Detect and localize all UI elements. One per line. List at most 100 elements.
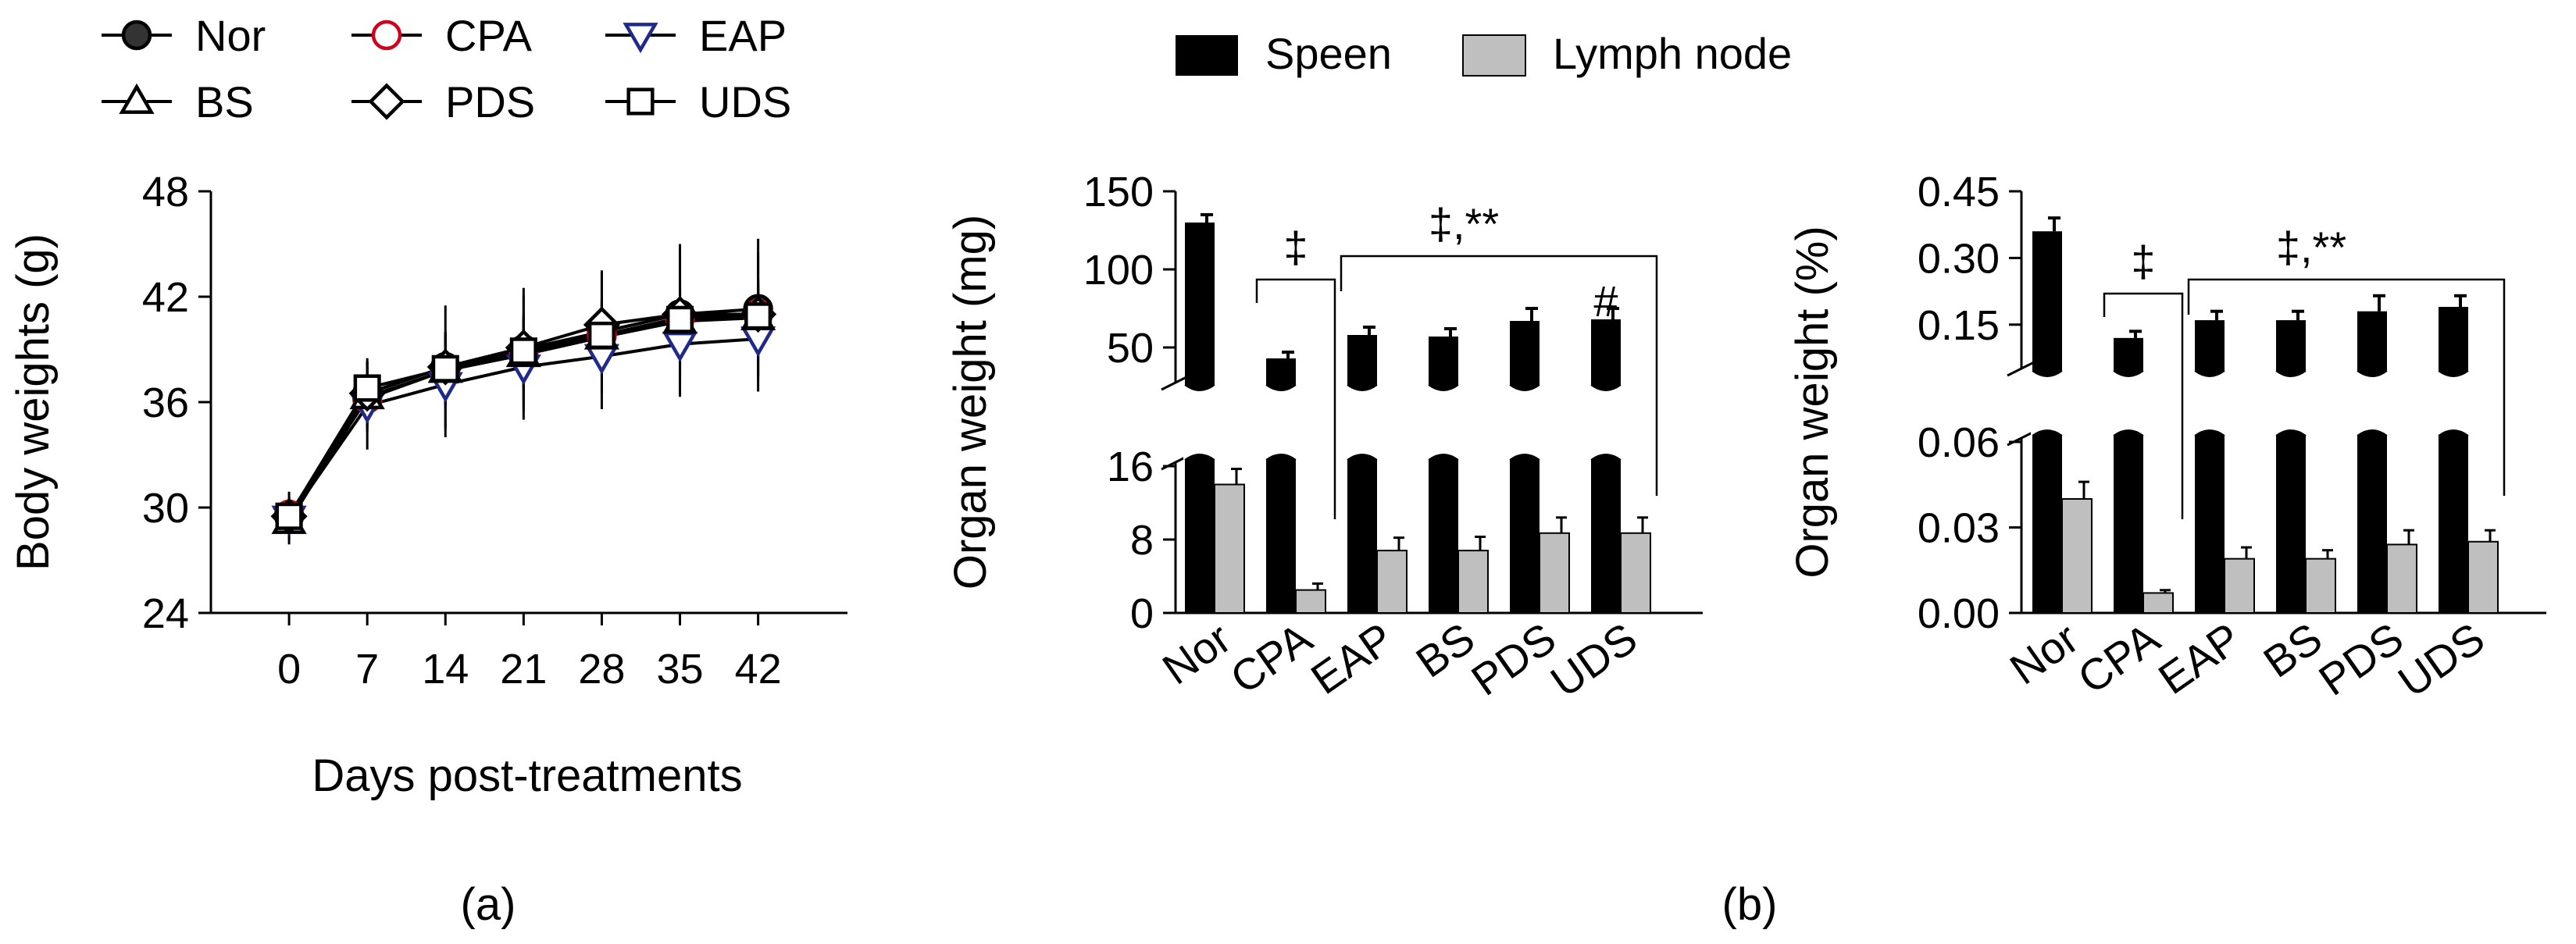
legend-marker-nor [121, 20, 152, 51]
break-cap [1509, 384, 1540, 461]
bar-lymph-node-bs [2305, 557, 2336, 614]
x-tick-label-nor: Nor [2001, 613, 2087, 693]
break-cap [2113, 370, 2144, 436]
x-tick-label-pds: PDS [2310, 613, 2411, 705]
axis-break-gap [1346, 385, 1379, 460]
legend-label-bs: BS [195, 77, 254, 126]
axis-break-gap [2275, 371, 2307, 436]
chart-b-left-ylabel: Organ weight (mg) [945, 215, 996, 590]
point-uds [431, 354, 459, 383]
bar-speen-eap [2195, 320, 2225, 613]
break-cap [1184, 384, 1215, 461]
axis-break-gap [2193, 371, 2226, 436]
axis-break-mark [2007, 360, 2036, 377]
x-tick-label-eap: EAP [1302, 613, 1402, 704]
legend-marker-cpa [371, 20, 402, 51]
x-tick-label-pds: PDS [1462, 613, 1564, 705]
x-tick-label: 42 [735, 646, 782, 693]
axis-break-gap [2112, 371, 2145, 436]
break-cap [2194, 370, 2225, 436]
x-tick-label: 7 [355, 646, 379, 693]
bar-lymph-node-pds [1539, 532, 1570, 614]
bar-speen-pds [1510, 321, 1540, 613]
bar-speen-pds [2357, 311, 2387, 613]
y-tick-label: 30 [142, 485, 189, 532]
axis-break-gap [1589, 385, 1622, 460]
break-cap [2275, 370, 2307, 436]
x-tick-label: 0 [277, 646, 301, 693]
axis-break-gap [1183, 385, 1216, 460]
axis-break-gap [1265, 385, 1297, 460]
legend-label-eap: EAP [699, 11, 787, 60]
significance-label: ‡ [1283, 223, 1308, 272]
legend-marker-pds [368, 83, 405, 120]
line-chart-a: 24 30 36 42 48 0 7 14 21 28 35 42 [142, 169, 847, 693]
y-tick-label: 0.30 [1918, 235, 2000, 282]
y-tick-label: 36 [142, 379, 189, 426]
x-tick-label: 21 [500, 646, 547, 693]
break-cap [2032, 370, 2063, 436]
chart-a-xlabel: Days post-treatments [312, 750, 742, 801]
bar-lymph-node-uds [2467, 540, 2499, 614]
break-cap [1590, 384, 1622, 461]
bar-speen-uds [2439, 307, 2468, 613]
significance-bracket [2187, 278, 2506, 496]
point-uds [665, 305, 694, 333]
y-tick-label: 150 [1083, 169, 1154, 216]
y-tick-label: 8 [1130, 517, 1154, 564]
chart-a-ylabel: Body weights (g) [8, 233, 59, 571]
y-tick-label: 0.03 [1918, 505, 2000, 552]
point-uds [509, 337, 537, 365]
point-uds [587, 321, 615, 350]
bar-lymph-node-uds [1620, 532, 1651, 614]
break-cap [1265, 384, 1297, 461]
x-tick-label-uds: UDS [1542, 613, 1646, 706]
x-tick-label-uds: UDS [2389, 613, 2493, 706]
y-tick-label: 100 [1083, 247, 1154, 294]
bar-lymph-node-nor [1214, 483, 1245, 614]
break-cap [2438, 370, 2469, 436]
x-tick-label: 28 [578, 646, 625, 693]
point-uds [744, 302, 772, 330]
axis-break-gap [1508, 385, 1541, 460]
significance-label: ‡,** [1429, 199, 1499, 248]
y-tick-label: 48 [142, 169, 189, 216]
significance-bracket [2103, 292, 2184, 519]
y-tick-label: 42 [142, 274, 189, 321]
break-cap [2357, 370, 2388, 436]
significance-bracket [1255, 278, 1336, 519]
axis-break-gap [2356, 371, 2389, 436]
x-tick-label-eap: EAP [2150, 613, 2250, 704]
y-tick-label: 0.06 [1918, 419, 2000, 466]
axis-break-gap [2031, 371, 2064, 436]
significance-label: ‡,** [2276, 223, 2346, 272]
bar-legend: Speen Lymph node [1176, 29, 1792, 78]
bar-lymph-node-cpa [1295, 589, 1326, 614]
x-tick-label-nor: Nor [1154, 613, 1240, 693]
y-tick-label: 0.15 [1918, 302, 2000, 349]
axis-break-gap [1427, 385, 1460, 460]
chart-b-right-ylabel: Organ weight (%) [1787, 226, 1838, 578]
break-cap [1347, 384, 1378, 461]
caption-b: (b) [1722, 879, 1778, 930]
break-cap [1428, 384, 1459, 461]
axis-break-gap [2437, 371, 2470, 436]
legend-swatch-speen [1176, 35, 1238, 76]
legend-marker-uds [626, 87, 655, 116]
legend-label-lymph-node: Lymph node [1553, 29, 1792, 78]
bar-lymph-node-nor [2061, 498, 2093, 614]
x-tick-label: 35 [656, 646, 703, 693]
bar-lymph-node-eap [1376, 550, 1408, 614]
y-tick-label: 50 [1107, 325, 1154, 372]
y-tick-label: 0.45 [1918, 169, 2000, 216]
legend-label-uds: UDS [699, 77, 791, 126]
bar-speen-bs [1429, 337, 1458, 613]
bar-speen-eap [1347, 335, 1377, 613]
x-tick-label-cpa: CPA [1222, 613, 1322, 704]
significance-label: # [1593, 276, 1618, 326]
bar-lymph-node-pds [2386, 543, 2417, 614]
legend-label-cpa: CPA [445, 11, 533, 60]
